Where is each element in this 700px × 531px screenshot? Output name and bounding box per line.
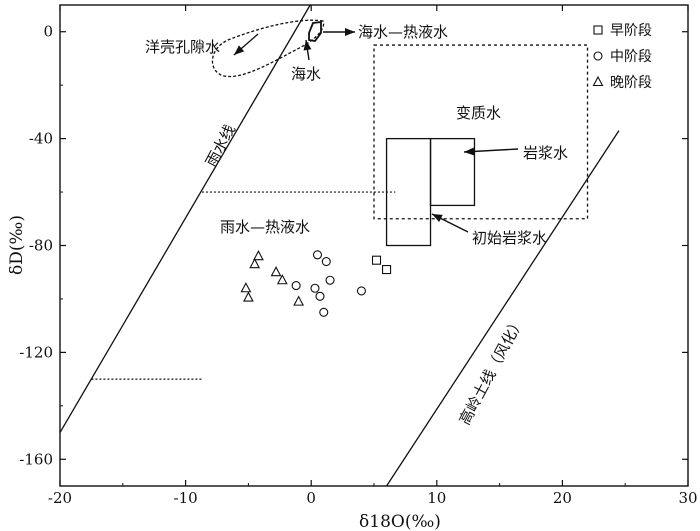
axis-ticks xyxy=(59,5,689,486)
point-triangle xyxy=(253,250,264,261)
y-tick-label: -160 xyxy=(19,450,53,468)
point-triangle xyxy=(249,258,261,269)
axis-titles: δ18O(‰) δD(‰) xyxy=(7,215,441,531)
pore-water-arrow-head xyxy=(234,45,245,55)
point-circle xyxy=(356,286,366,296)
point-circle xyxy=(291,281,301,291)
y-tick-label: 0 xyxy=(43,23,53,41)
label-metamorphic-water: 变质水 xyxy=(456,104,501,122)
x-tick-label: -10 xyxy=(174,489,198,507)
label-meteoric-hydrothermal: 雨水—热液水 xyxy=(220,218,310,236)
y-tick-labels: 0 -40 -80 -120 -160 xyxy=(19,23,53,469)
legend-square xyxy=(593,25,603,35)
point-triangle xyxy=(276,274,288,285)
primary-magmatic-water-region xyxy=(385,137,432,247)
x-tick-label: 20 xyxy=(553,489,572,507)
label-seawater-hydrothermal: 海水—热液水 xyxy=(358,23,448,41)
plot-border xyxy=(59,4,689,487)
meteoric-water-line xyxy=(59,4,311,433)
dotted-connectors xyxy=(91,191,396,380)
x-axis-title: δ18O(‰) xyxy=(359,512,441,531)
point-triangle xyxy=(240,282,252,293)
label-kaolinite-line: 高岭土线（风化） xyxy=(455,313,527,427)
point-circle xyxy=(312,250,323,260)
seawater-arrow-head xyxy=(303,40,312,51)
point-circle xyxy=(315,291,325,301)
y-tick-label: -120 xyxy=(19,343,53,361)
seawater-polygon xyxy=(308,20,322,42)
y-tick-label: -80 xyxy=(29,237,53,255)
annotation-shapes xyxy=(211,19,519,233)
point-triangle xyxy=(293,295,305,306)
x-tick-label: 10 xyxy=(427,489,446,507)
legend-circle xyxy=(593,51,603,61)
regions xyxy=(373,44,589,247)
point-circle xyxy=(310,283,320,293)
plot-frame xyxy=(59,4,689,487)
legend-label: 早阶段 xyxy=(610,23,652,39)
label-primary-magmatic-water: 初始岩浆水 xyxy=(472,229,547,247)
point-circle xyxy=(319,307,329,317)
x-tick-label: -20 xyxy=(48,489,72,507)
magmatic-water-arrow-head xyxy=(464,147,475,156)
reference-lines xyxy=(59,4,620,487)
y-axis-title: δD(‰) xyxy=(7,215,27,275)
kaolinite-line xyxy=(386,130,620,487)
y-tick-label: -40 xyxy=(29,130,53,148)
x-tick-label: 0 xyxy=(306,489,316,507)
primary-magmatic-water-arrow-head xyxy=(432,214,443,223)
metamorphic-water-region xyxy=(373,44,589,220)
point-circle xyxy=(325,275,335,285)
point-square xyxy=(371,255,382,265)
point-circle xyxy=(321,256,331,267)
label-magmatic-water: 岩浆水 xyxy=(523,144,568,162)
legend-label: 晚阶段 xyxy=(610,75,652,91)
label-meteoric-water-line: 雨水线 xyxy=(202,122,239,170)
point-square xyxy=(382,264,392,275)
legend-label: 中阶段 xyxy=(610,49,652,65)
legend-triangle xyxy=(592,75,604,87)
x-tick-label: 30 xyxy=(678,489,697,507)
data-points xyxy=(240,250,392,317)
x-tick-labels: -20 -10 0 10 20 30 xyxy=(48,489,698,507)
point-triangle xyxy=(270,266,282,277)
label-ocean-pore-water: 洋壳孔隙水 xyxy=(145,38,220,56)
seawater-hydrothermal-arrow-head xyxy=(345,28,355,36)
magmatic-water-region xyxy=(429,137,476,207)
label-seawater: 海水 xyxy=(291,65,321,83)
point-triangle xyxy=(242,291,254,302)
